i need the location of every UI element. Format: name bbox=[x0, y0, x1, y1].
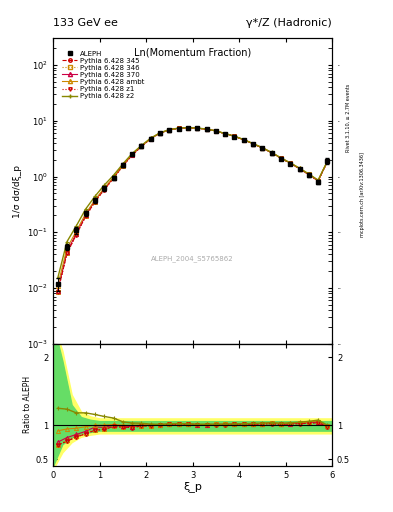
Text: Rivet 3.1.10, ≥ 2.7M events: Rivet 3.1.10, ≥ 2.7M events bbox=[346, 83, 351, 152]
Text: 133 GeV ee: 133 GeV ee bbox=[53, 18, 118, 28]
Y-axis label: 1/σ dσ/dξ_p: 1/σ dσ/dξ_p bbox=[13, 164, 22, 218]
Text: ALEPH_2004_S5765862: ALEPH_2004_S5765862 bbox=[151, 255, 234, 262]
Text: mcplots.cern.ch [arXiv:1306.3436]: mcplots.cern.ch [arXiv:1306.3436] bbox=[360, 152, 365, 237]
Legend: ALEPH, Pythia 6.428 345, Pythia 6.428 346, Pythia 6.428 370, Pythia 6.428 ambt, : ALEPH, Pythia 6.428 345, Pythia 6.428 34… bbox=[59, 48, 147, 102]
X-axis label: ξ_p: ξ_p bbox=[183, 481, 202, 492]
Text: γ*/Z (Hadronic): γ*/Z (Hadronic) bbox=[246, 18, 332, 28]
Text: Ln(Momentum Fraction): Ln(Momentum Fraction) bbox=[134, 48, 251, 57]
Y-axis label: Ratio to ALEPH: Ratio to ALEPH bbox=[23, 376, 32, 434]
